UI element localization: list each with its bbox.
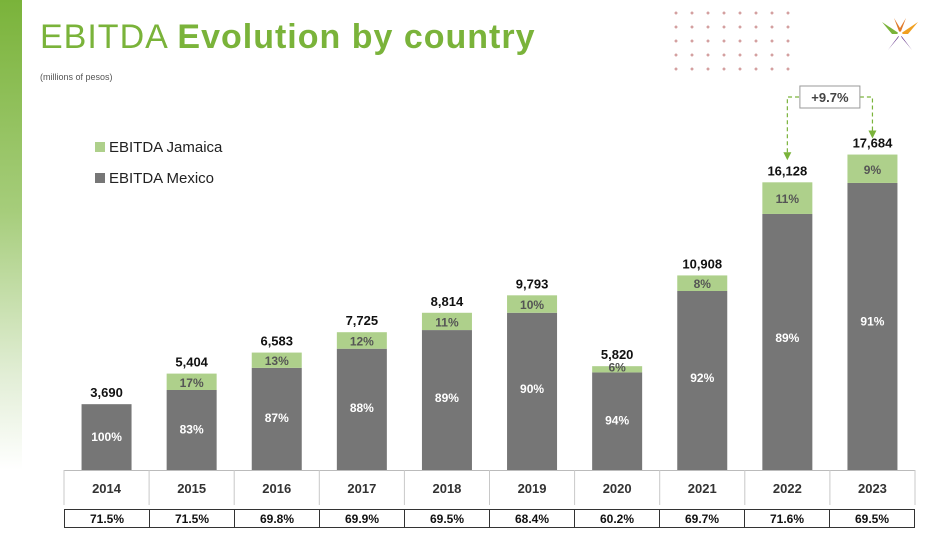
bar-mexico	[592, 372, 643, 470]
bar-mexico	[336, 348, 387, 470]
ebitda-stacked-bar-chart: 100% 3,690 2014 83% 17% 5,404 2015 87% 13% 6,583 2…	[63, 85, 916, 505]
data-label-jamaica-share: 12%	[350, 334, 374, 348]
margin-cell: 71.5%	[64, 509, 150, 528]
title-part-evolution: Evolution by country	[177, 18, 536, 56]
data-label-mexico-share: 83%	[180, 422, 204, 436]
legend-label-mexico: EBITDA Mexico	[109, 169, 215, 187]
data-label-mexico-share: 100%	[91, 430, 122, 444]
data-label-total: 9,793	[516, 276, 549, 291]
data-label-jamaica-share: 17%	[180, 376, 204, 390]
page-title: EBITDA Evolution by country	[40, 18, 536, 57]
growth-arrow-right	[859, 96, 874, 131]
margin-row-table: 71.5% 71.5% 69.8% 69.9% 69.5% 68.4% 60.2…	[64, 509, 915, 528]
data-label-mexico-share: 91%	[860, 315, 884, 329]
data-label-mexico-share: 89%	[435, 391, 459, 405]
margin-cell: 60.2%	[574, 509, 660, 528]
data-label-jamaica-share: 8%	[694, 277, 712, 291]
x-tick-label: 2019	[518, 481, 547, 496]
chart-legend: EBITDA Jamaica EBITDA Mexico	[95, 137, 222, 199]
data-label-mexico-share: 88%	[350, 401, 374, 415]
growth-annotation-label: +9.7%	[811, 90, 849, 105]
legend-swatch-jamaica	[95, 142, 105, 152]
data-label-total: 7,725	[346, 313, 379, 328]
data-label-total: 3,690	[90, 385, 123, 400]
growth-annotation-box	[799, 85, 861, 109]
bar-mexico	[847, 182, 898, 470]
data-label-total: 5,404	[175, 355, 208, 370]
bar-jamaica	[507, 295, 558, 313]
data-label-jamaica-share: 6%	[608, 360, 626, 374]
data-label-mexico-share: 89%	[775, 331, 799, 345]
x-tick-label: 2020	[603, 481, 632, 496]
x-tick-label: 2014	[92, 481, 122, 496]
data-label-mexico-share: 90%	[520, 382, 544, 396]
x-tick-label: 2015	[177, 481, 206, 496]
units-subtitle: (millions of pesos)	[40, 72, 113, 82]
bar-jamaica	[677, 275, 728, 291]
data-label-jamaica-share: 10%	[520, 298, 544, 312]
legend-item-jamaica: EBITDA Jamaica	[95, 137, 222, 157]
data-label-mexico-share: 94%	[605, 413, 629, 427]
decorative-dot-grid	[668, 6, 798, 72]
data-label-jamaica-share: 11%	[435, 315, 459, 329]
bar-mexico	[81, 404, 132, 470]
growth-arrowhead-right	[868, 130, 877, 139]
margin-cell: 69.5%	[404, 509, 490, 528]
x-tick-label: 2016	[262, 481, 291, 496]
side-accent-bar	[0, 0, 22, 470]
growth-arrow-left	[786, 96, 800, 153]
data-label-total: 5,820	[601, 347, 634, 362]
x-tick-label: 2023	[858, 481, 887, 496]
data-label-total: 6,583	[260, 334, 293, 349]
margin-row: 71.5% 71.5% 69.8% 69.9% 69.5% 68.4% 60.2…	[64, 509, 915, 528]
bar-jamaica	[251, 352, 302, 368]
margin-cell: 69.9%	[319, 509, 405, 528]
legend-swatch-mexico	[95, 173, 105, 183]
margin-cell: 71.6%	[744, 509, 830, 528]
x-tick-label: 2021	[688, 481, 717, 496]
data-label-jamaica-share: 13%	[265, 354, 289, 368]
bar-jamaica	[421, 312, 472, 331]
company-logo-icon	[882, 18, 918, 50]
margin-cell: 68.4%	[489, 509, 575, 528]
bar-mexico	[677, 290, 728, 470]
margin-cell: 69.8%	[234, 509, 320, 528]
bar-mexico	[507, 312, 558, 470]
growth-arrowhead-left	[783, 152, 792, 161]
x-tick-label: 2017	[347, 481, 376, 496]
bar-jamaica	[166, 373, 217, 390]
bar-mexico	[762, 213, 813, 471]
bar-mexico	[251, 367, 302, 470]
bar-jamaica	[592, 366, 643, 373]
bar-mexico	[421, 330, 472, 470]
data-label-total: 16,128	[767, 163, 807, 178]
bar-mexico	[166, 389, 217, 470]
bar-jamaica	[336, 332, 387, 349]
margin-cell: 69.7%	[659, 509, 745, 528]
bar-jamaica	[762, 182, 813, 214]
data-label-mexico-share: 87%	[265, 411, 289, 425]
margin-cell: 69.5%	[829, 509, 915, 528]
margin-cell: 71.5%	[149, 509, 235, 528]
data-label-mexico-share: 92%	[690, 371, 714, 385]
title-part-ebitda: EBITDA	[40, 18, 167, 56]
data-label-jamaica-share: 9%	[864, 163, 882, 177]
bar-jamaica	[847, 154, 898, 183]
x-tick-label: 2018	[432, 481, 461, 496]
data-label-total: 8,814	[431, 294, 464, 309]
data-label-total: 17,684	[853, 136, 894, 151]
data-label-jamaica-share: 11%	[776, 192, 800, 206]
data-label-total: 10,908	[682, 256, 722, 271]
legend-item-mexico: EBITDA Mexico	[95, 168, 222, 188]
legend-label-jamaica: EBITDA Jamaica	[109, 138, 223, 156]
x-tick-label: 2022	[773, 481, 802, 496]
